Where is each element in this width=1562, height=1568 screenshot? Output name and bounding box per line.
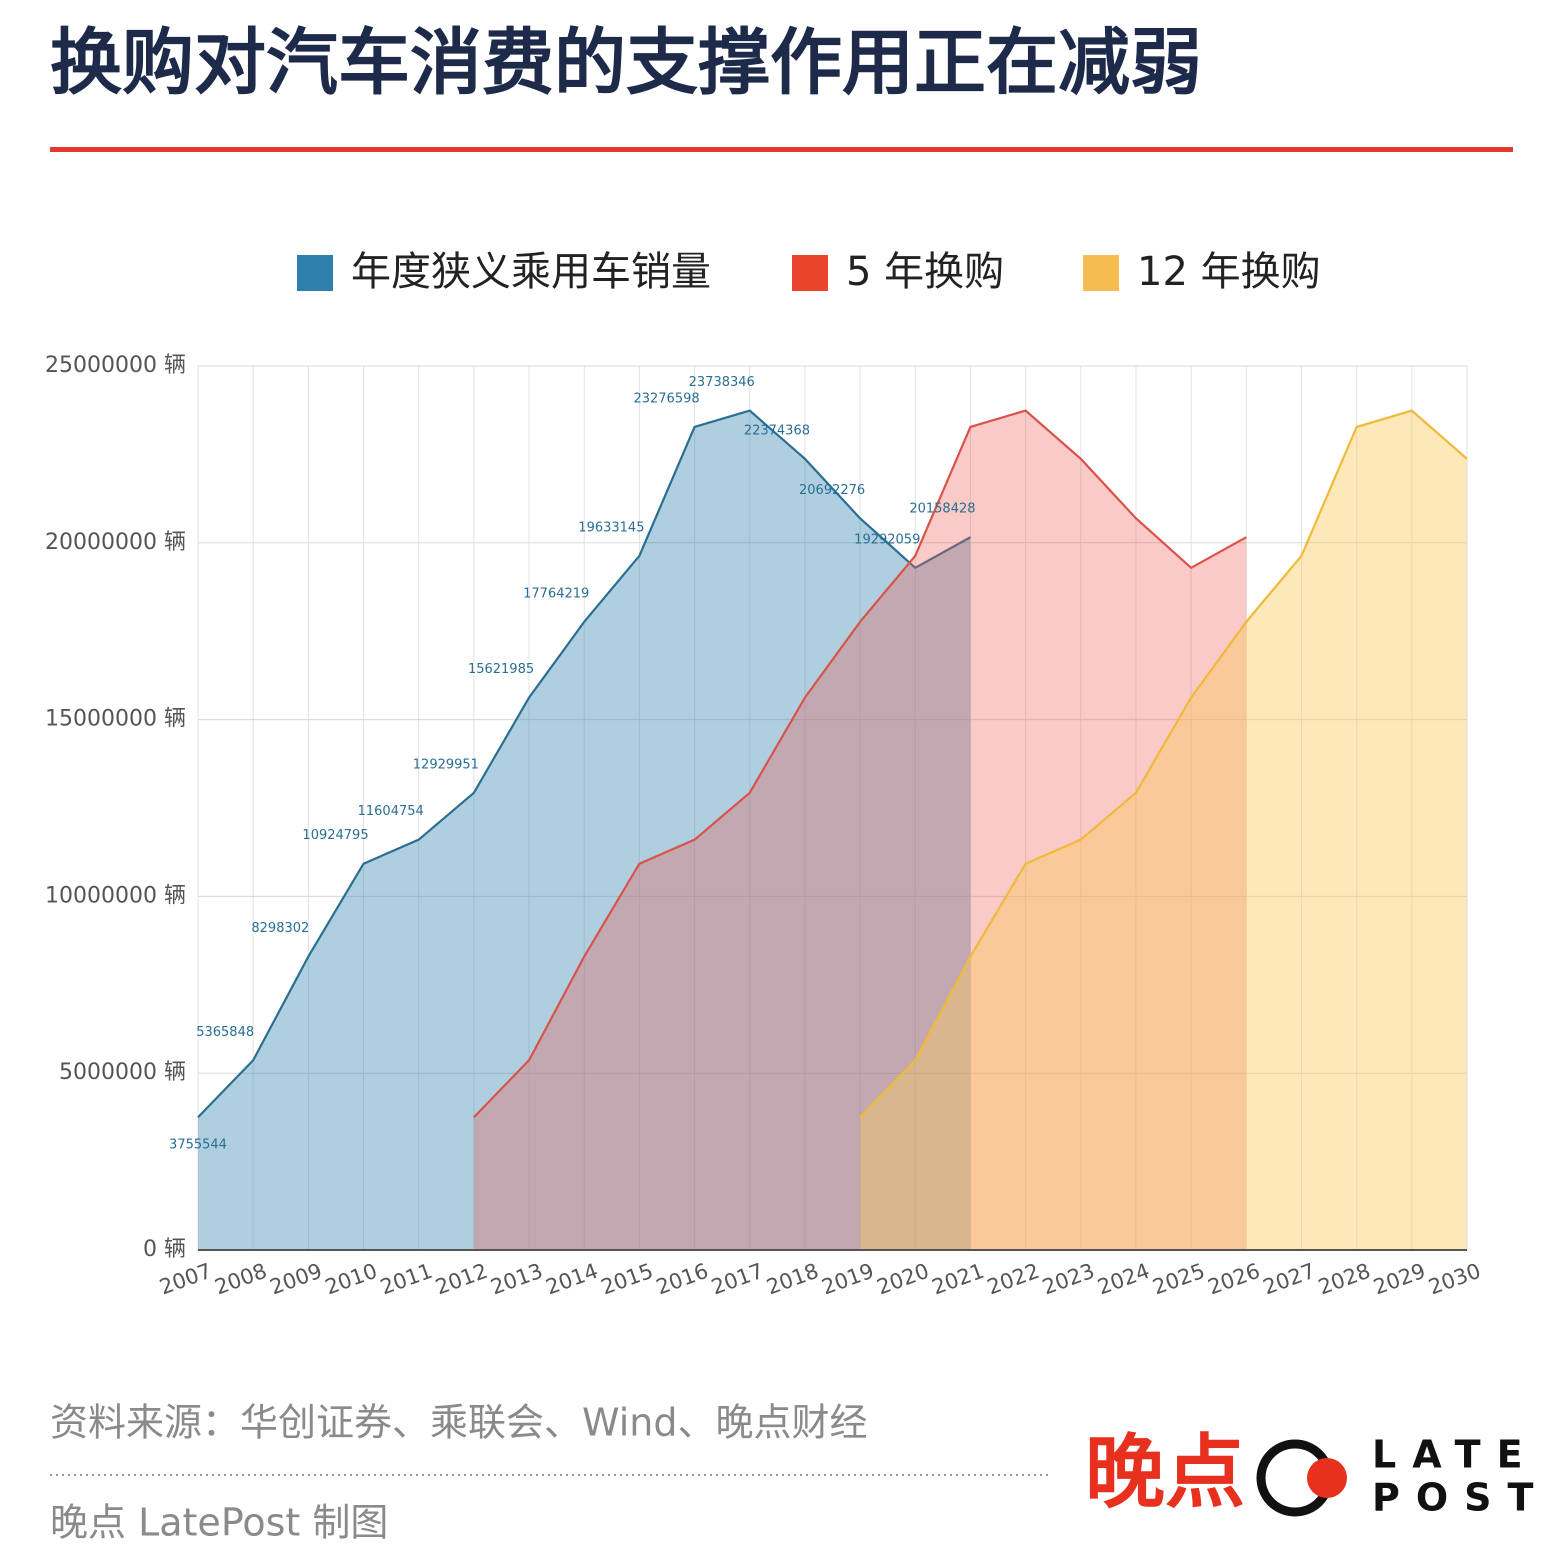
data-label: 12929951 <box>413 757 479 772</box>
x-tick-label: 2026 <box>1205 1259 1263 1300</box>
data-label: 15621985 <box>468 662 534 677</box>
x-tick-label: 2028 <box>1315 1259 1373 1300</box>
data-label: 23738346 <box>689 375 755 390</box>
data-label: 19292059 <box>854 532 920 547</box>
data-label: 20692276 <box>799 483 865 498</box>
line <box>859 409 1468 1118</box>
data-label: 10924795 <box>302 828 368 843</box>
plot-bg <box>197 365 1468 1251</box>
legend-label: 5 年换购 <box>846 249 1004 295</box>
x-tick-label: 2030 <box>1425 1259 1483 1300</box>
chart-title: 换购对汽车消费的支撑作用正在减弱 <box>50 21 1202 105</box>
x-tick-label: 2024 <box>1094 1259 1152 1300</box>
x-tick-label: 2011 <box>377 1259 435 1300</box>
data-label: 22374368 <box>744 423 810 438</box>
legend-swatch <box>1083 255 1119 291</box>
y-tick-label: 5000000 辆 <box>59 1060 186 1085</box>
area <box>198 410 971 1251</box>
legend-swatch <box>792 255 828 291</box>
y-tick-label: 15000000 辆 <box>45 707 186 732</box>
y-tick-label: 20000000 辆 <box>45 530 186 555</box>
logo-bottom: POST <box>1372 1476 1549 1520</box>
title-rule <box>50 147 1513 152</box>
x-tick-label: 2012 <box>432 1259 490 1300</box>
logo-cn: 晚点 <box>1085 1426 1245 1519</box>
x-tick-label: 2022 <box>984 1259 1042 1300</box>
x-tick-label: 2029 <box>1370 1259 1428 1300</box>
x-tick-label: 2018 <box>763 1259 821 1300</box>
area <box>860 410 1467 1251</box>
y-tick-label: 25000000 辆 <box>45 353 186 378</box>
x-tick-label: 2010 <box>322 1259 380 1300</box>
data-label: 20158428 <box>909 502 975 517</box>
x-tick-label: 2017 <box>708 1259 766 1300</box>
x-tick-label: 2008 <box>212 1259 270 1300</box>
y-tick-label: 0 辆 <box>143 1237 186 1262</box>
y-tick-label: 10000000 辆 <box>45 883 186 908</box>
x-tick-label: 2019 <box>819 1259 877 1300</box>
data-label: 5365848 <box>196 1025 254 1040</box>
line <box>473 409 1247 1118</box>
data-label: 11604754 <box>358 804 424 819</box>
x-tick-label: 2023 <box>1039 1259 1097 1300</box>
x-tick-label: 2016 <box>653 1259 711 1300</box>
area <box>473 410 1247 1251</box>
legend-label: 12 年换购 <box>1137 249 1321 295</box>
data-label: 23276598 <box>633 391 699 406</box>
data-label: 3755544 <box>169 1138 227 1153</box>
line <box>197 409 971 1118</box>
source: 资料来源：华创证券、乘联会、Wind、晚点财经 <box>50 1401 868 1445</box>
data-label: 8298302 <box>251 921 309 936</box>
logo-dot <box>1307 1458 1347 1498</box>
x-tick-label: 2027 <box>1260 1259 1318 1300</box>
x-tick-label: 2021 <box>929 1259 987 1300</box>
legend-swatch <box>297 255 333 291</box>
data-label: 17764219 <box>523 586 589 601</box>
logo-top: LATE <box>1372 1433 1539 1477</box>
x-tick-label: 2015 <box>598 1259 656 1300</box>
x-tick-label: 2025 <box>1150 1259 1208 1300</box>
x-tick-label: 2009 <box>267 1259 325 1300</box>
data-label: 19633145 <box>578 520 644 535</box>
x-tick-label: 2013 <box>487 1259 545 1300</box>
legend-label: 年度狭义乘用车销量 <box>351 249 711 295</box>
x-tick-label: 2007 <box>156 1259 214 1300</box>
credit: 晚点 LatePost 制图 <box>50 1501 388 1545</box>
x-tick-label: 2020 <box>874 1259 932 1300</box>
x-tick-label: 2014 <box>543 1259 601 1300</box>
